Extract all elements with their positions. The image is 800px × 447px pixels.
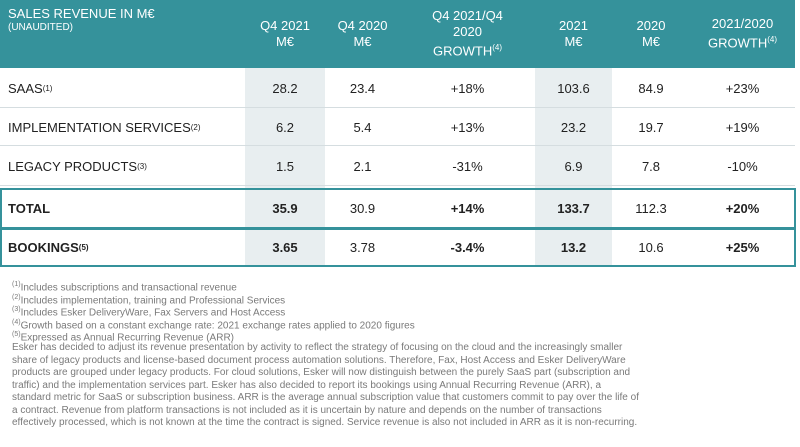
header-line: GROWTH(4)	[708, 35, 777, 51]
table-cell: +18%	[450, 80, 485, 96]
table-cell: 3.78	[349, 239, 376, 255]
table-cell: 103.6	[557, 80, 590, 96]
header-bg	[0, 0, 795, 68]
table-cell: +25%	[725, 239, 760, 255]
table-cell: 6.2	[275, 119, 295, 135]
column-header: 2021/2020 GROWTH(4)	[690, 0, 795, 68]
table-cell: 7.8	[641, 158, 661, 174]
footnote: (4)Growth based on a constant exchange r…	[12, 317, 415, 333]
paragraph-line: effectively processed, which is not know…	[12, 417, 638, 428]
header-line: M€	[564, 34, 583, 49]
header-line: Q4 2021/Q4	[432, 8, 503, 24]
note-mark: (1)	[42, 83, 53, 93]
note-mark: (4)	[767, 35, 777, 45]
table-cell: 35.9	[272, 200, 298, 216]
column-header: 2020 M€	[612, 0, 690, 68]
table-cell: 112.3	[635, 200, 667, 216]
table-cell: +13%	[450, 119, 485, 135]
header-line: Q4 2020	[337, 18, 388, 33]
footnote-mark: (4)	[12, 318, 21, 326]
row-box	[0, 188, 796, 229]
table-cell: 5.4	[353, 119, 372, 135]
table-cell: 1.5	[275, 158, 295, 174]
table-cell: 6.9	[564, 158, 583, 174]
note-mark: (3)	[137, 161, 147, 171]
row-divider	[0, 145, 795, 146]
row-box	[0, 228, 796, 267]
footnote-mark: (2)	[12, 293, 21, 301]
footnote: (3)Includes Esker DeliveryWare, Fax Serv…	[12, 304, 285, 320]
column-header: Q4 2021 M€	[245, 0, 325, 68]
table-cell: 133.7	[557, 200, 590, 216]
column-header: 2021 M€	[535, 0, 612, 68]
row-label: LEGACY PRODUCTS (3)	[0, 146, 245, 186]
header-line: M€	[353, 34, 372, 49]
table-cell: 30.9	[349, 200, 376, 216]
column-header: Q4 2021/Q4 2020 GROWTH(4)	[400, 0, 535, 68]
row-label: IMPLEMENTATION SERVICES (2)	[0, 108, 245, 146]
label-text: BOOKINGS	[8, 239, 79, 255]
row-label: BOOKINGS (5)	[0, 228, 245, 266]
table-cell: +23%	[725, 80, 760, 96]
row-label: SAAS (1)	[0, 68, 245, 108]
table-cell: 2.1	[353, 158, 372, 174]
header-line: 2020	[636, 18, 666, 33]
label-text: IMPLEMENTATION SERVICES	[8, 119, 191, 135]
column-shade	[245, 68, 325, 266]
table-cell: 19.7	[638, 119, 664, 135]
table-cell: 3.65	[272, 239, 298, 255]
footnote-text: Includes implementation, training and Pr…	[20, 294, 286, 306]
table-cell: 10.6	[638, 239, 664, 255]
table-cell: -31%	[452, 158, 483, 174]
row-divider	[0, 107, 795, 108]
footnote-text: Includes subscriptions and transactional…	[20, 282, 237, 294]
row-label: TOTAL	[0, 188, 245, 228]
header-line: 2021	[559, 18, 588, 33]
paragraph-line: share of legacy products and license-bas…	[12, 354, 626, 366]
footnote-text: Expressed as Annual Recurring Revenue (A…	[20, 332, 234, 344]
title: SALES REVENUE IN M€	[8, 6, 155, 21]
footnote-mark: (1)	[12, 281, 21, 288]
label-text: SAAS	[8, 80, 43, 96]
table-cell: -10%	[727, 158, 758, 174]
paragraph-line: a contract. Revenue from platform transa…	[12, 404, 602, 416]
footnote: (1)Includes subscriptions and transactio…	[12, 279, 237, 295]
table-cell: 84.9	[638, 80, 664, 96]
table-cell: 23.2	[560, 119, 587, 135]
footnote-mark: (5)	[12, 331, 21, 338]
table-cell: +19%	[725, 119, 760, 135]
table-cell: +14%	[450, 200, 485, 216]
label-text: LEGACY PRODUCTS	[8, 158, 138, 174]
note-mark: (4)	[492, 43, 502, 53]
table-cell: 13.2	[560, 239, 587, 255]
note-mark: (5)	[78, 242, 89, 252]
column-shade	[535, 68, 612, 266]
header-line: 2021/2020	[711, 16, 774, 32]
label-text: TOTAL	[8, 200, 51, 216]
subtitle: (UNAUDITED)	[8, 22, 73, 33]
paragraph-line: Esker has decided to adjust its revenue …	[12, 342, 623, 353]
header-line: 2020	[453, 24, 482, 40]
footnote-text: Growth based on a constant exchange rate…	[20, 319, 415, 331]
header-line: M€	[641, 34, 661, 49]
table-cell: 28.2	[272, 80, 298, 96]
footnote: (5)Expressed as Annual Recurring Revenue…	[12, 329, 234, 345]
header-line: GROWTH(4)	[433, 43, 502, 59]
footnote-text: Includes Esker DeliveryWare, Fax Servers…	[20, 307, 286, 319]
row-divider	[0, 185, 795, 186]
footnote: (2)Includes implementation, training and…	[12, 292, 285, 308]
paragraph-line: standard metric for SaaS or subscription…	[12, 392, 639, 403]
footnote-mark: (3)	[12, 306, 21, 313]
paragraph-line: products are grouped under legacy produc…	[12, 367, 631, 378]
header-line: M€	[275, 34, 295, 49]
column-header: Q4 2020 M€	[325, 0, 400, 68]
table-cell: +20%	[725, 200, 760, 216]
paragraph-line: traffic) and the implementation services…	[12, 379, 602, 391]
table-cell: -3.4%	[450, 239, 485, 255]
header-line: Q4 2021	[260, 18, 310, 33]
table-cell: 23.4	[349, 80, 376, 96]
note-mark: (2)	[190, 122, 201, 132]
